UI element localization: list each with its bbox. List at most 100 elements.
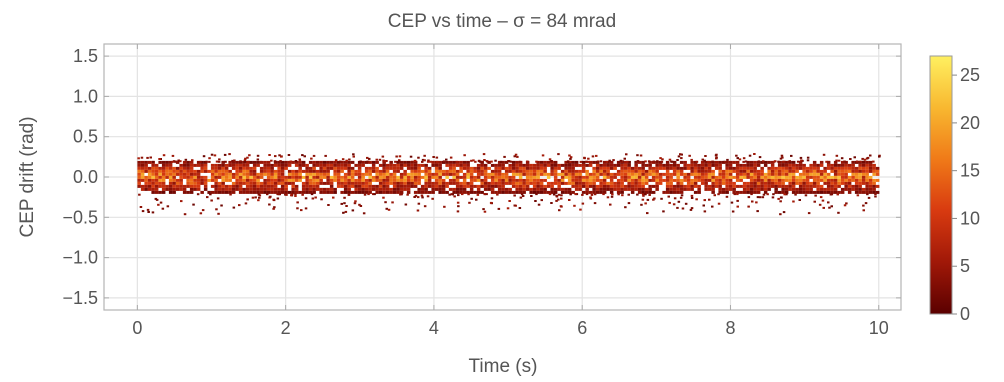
heatmap-cell — [423, 159, 426, 162]
heatmap-cell — [399, 181, 404, 185]
heatmap-cell — [623, 184, 628, 188]
heatmap-cell — [715, 157, 718, 160]
heatmap-cell — [352, 155, 355, 158]
heatmap-cell — [539, 190, 544, 194]
heatmap-cell — [672, 166, 677, 170]
heatmap-cell — [147, 187, 152, 191]
heatmap-cell — [151, 178, 155, 182]
heatmap-cell — [788, 187, 792, 191]
heatmap-cell — [242, 187, 246, 191]
heatmap-cell — [431, 184, 435, 188]
heatmap-cell — [648, 184, 652, 188]
heatmap-cell — [431, 163, 435, 167]
heatmap-cell — [569, 157, 572, 160]
heatmap-cell — [627, 163, 631, 167]
heatmap-cell — [736, 205, 739, 208]
heatmap-cell — [816, 184, 820, 188]
heatmap-cell — [602, 190, 607, 194]
heatmap-cell — [742, 187, 747, 191]
heatmap-cell — [196, 175, 201, 179]
heatmap-cell — [518, 172, 523, 176]
heatmap-cell — [287, 172, 292, 176]
heatmap-cell — [728, 160, 733, 164]
heatmap-cell — [616, 178, 621, 182]
heatmap-cell — [483, 210, 487, 213]
heatmap-cell — [851, 166, 855, 170]
heatmap-cell — [200, 190, 204, 194]
heatmap-cell — [861, 187, 866, 191]
heatmap-cell — [742, 181, 747, 185]
heatmap-cell — [833, 178, 838, 182]
heatmap-cell — [522, 190, 526, 194]
heatmap-cell — [693, 169, 698, 173]
heatmap-cell — [747, 205, 750, 208]
heatmap-cell — [861, 181, 866, 185]
heatmap-cell — [611, 193, 614, 196]
heatmap-cell — [532, 184, 537, 188]
heatmap-cell — [609, 178, 614, 182]
heatmap-cell — [350, 190, 355, 194]
heatmap-cell — [366, 156, 369, 159]
heatmap-cell — [284, 163, 288, 167]
heatmap-cell — [221, 178, 225, 182]
heatmap-cell — [333, 166, 337, 170]
heatmap-cell — [641, 163, 645, 167]
heatmap-cell — [872, 184, 876, 188]
heatmap-cell — [483, 178, 488, 182]
heatmap-cell — [165, 169, 169, 173]
heatmap-cell — [819, 178, 824, 182]
heatmap-cell — [536, 178, 540, 182]
heatmap-cell — [483, 159, 486, 161]
heatmap-cell — [203, 166, 208, 170]
heatmap-cell — [602, 193, 605, 196]
heatmap-cell — [259, 190, 264, 194]
heatmap-cell — [630, 169, 635, 173]
heatmap-cell — [315, 169, 320, 173]
heatmap-cell — [781, 190, 785, 194]
heatmap-cell — [476, 178, 481, 182]
heatmap-cell — [529, 187, 533, 191]
heatmap-cell — [781, 184, 785, 188]
heatmap-cell — [411, 160, 414, 163]
heatmap-cell — [259, 169, 264, 173]
heatmap-cell — [760, 166, 764, 170]
heatmap-cell — [665, 175, 670, 179]
heatmap-cell — [371, 184, 376, 188]
heatmap-cell — [168, 169, 173, 173]
heatmap-cell — [557, 193, 561, 196]
heatmap-cell — [648, 194, 651, 196]
heatmap-cell — [221, 175, 225, 179]
heatmap-cell — [263, 187, 267, 191]
heatmap-cell — [868, 163, 873, 167]
heatmap-cell — [497, 172, 502, 176]
heatmap-cell — [637, 169, 642, 173]
heatmap-cell — [249, 190, 253, 194]
heatmap-cell — [343, 175, 348, 179]
heatmap-cell — [175, 178, 180, 182]
heatmap-cell — [294, 190, 299, 194]
heatmap-cell — [256, 160, 260, 164]
heatmap-cell — [567, 166, 572, 170]
heatmap-cell — [508, 200, 511, 202]
heatmap-cell — [742, 184, 747, 188]
heatmap-cell — [627, 172, 631, 176]
heatmap-cell — [788, 160, 792, 164]
heatmap-cell — [623, 172, 628, 176]
heatmap-cell — [546, 175, 551, 179]
heatmap-cell — [777, 181, 782, 185]
heatmap-cell — [571, 166, 575, 170]
heatmap-cell — [735, 169, 740, 173]
heatmap-cell — [333, 190, 337, 194]
heatmap-cell — [609, 187, 614, 191]
heatmap-cell — [669, 184, 673, 188]
heatmap-cell — [378, 175, 383, 179]
heatmap-cell — [587, 160, 590, 163]
heatmap-cell — [826, 178, 831, 182]
heatmap-cell — [353, 202, 357, 205]
heatmap-cell — [592, 169, 596, 173]
heatmap-cell — [158, 160, 162, 164]
heatmap-cell — [779, 213, 782, 216]
heatmap-cell — [208, 160, 211, 163]
heatmap-cell — [245, 163, 250, 167]
heatmap-cell — [508, 163, 512, 167]
